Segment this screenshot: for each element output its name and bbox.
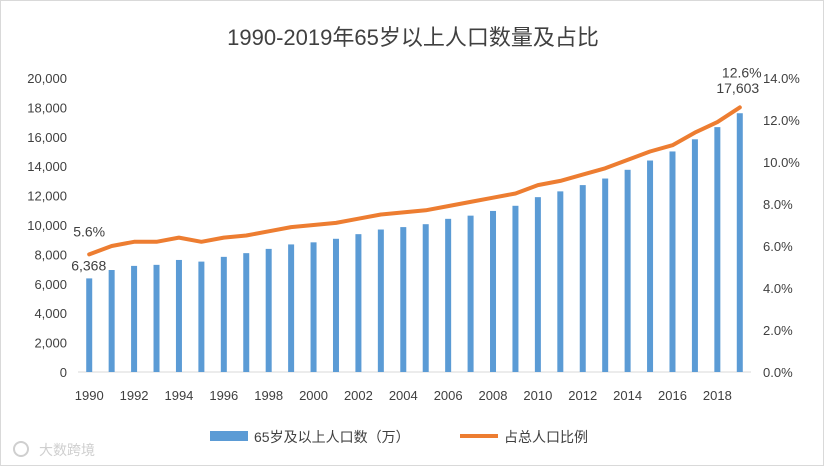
bar-2000 — [310, 242, 317, 372]
bar-2003 — [377, 229, 384, 372]
bar-1995 — [198, 261, 205, 372]
bar-2018 — [714, 127, 721, 372]
bar-2012 — [579, 185, 586, 372]
y-right-tick-label: 8.0% — [763, 197, 793, 212]
y-right-tick-label: 14.0% — [763, 71, 800, 86]
bar-2009 — [512, 205, 519, 372]
label-first-pct: 5.6% — [73, 223, 105, 239]
y-left-tick-label: 16,000 — [27, 130, 67, 145]
y-left-tick-label: 14,000 — [27, 159, 67, 174]
legend-group: 65岁及以上人口数（万） 占总人口比例 — [210, 429, 588, 445]
y-left-tick-label: 18,000 — [27, 100, 67, 115]
x-tick-label: 1990 — [75, 388, 104, 403]
x-tick-label: 2016 — [658, 388, 687, 403]
x-tick-label: 2012 — [568, 388, 597, 403]
y-right-tick-label: 6.0% — [763, 239, 793, 254]
x-tick-label: 1994 — [164, 388, 193, 403]
bar-2001 — [332, 238, 339, 372]
x-tick-label: 1996 — [209, 388, 238, 403]
x-tick-label: 2002 — [344, 388, 373, 403]
x-tick-label: 2014 — [613, 388, 642, 403]
y-right-tick-label: 12.0% — [763, 113, 800, 128]
watermark-text: 大数跨境 — [39, 442, 95, 458]
y-right-tick-label: 10.0% — [763, 155, 800, 170]
y-left-tick-label: 8,000 — [34, 247, 67, 262]
legend-bar-label: 65岁及以上人口数（万） — [254, 429, 410, 445]
chart-title: 1990-2019年65岁以上人口数量及占比 — [227, 25, 599, 50]
bars-group — [86, 113, 743, 372]
x-tick-label: 1992 — [120, 388, 149, 403]
bar-1994 — [175, 259, 182, 372]
x-tick-label: 1998 — [254, 388, 283, 403]
axes-group: 0 2,000 4,000 6,000 8,000 10,000 12,000 14,000 1… — [27, 71, 800, 403]
bar-2015 — [647, 160, 654, 372]
y-left-tick-label: 10,000 — [27, 218, 67, 233]
x-tick-label: 2000 — [299, 388, 328, 403]
y-left-tick-label: 6,000 — [34, 277, 67, 292]
bar-1990 — [86, 278, 93, 372]
bar-2013 — [602, 178, 609, 372]
x-tick-label: 2004 — [389, 388, 418, 403]
bar-2019 — [736, 113, 743, 372]
bar-2007 — [467, 215, 474, 372]
bar-1991 — [108, 270, 115, 372]
bar-2011 — [557, 191, 564, 372]
bar-2010 — [534, 197, 541, 372]
y-left-tick-label: 2,000 — [34, 336, 67, 351]
y-right-tick-label: 4.0% — [763, 281, 793, 296]
line-group — [87, 105, 742, 257]
bar-1997 — [243, 253, 250, 372]
bar-1996 — [220, 256, 227, 372]
legend-line-label: 占总人口比例 — [504, 429, 588, 445]
y-left-tick-label: 4,000 — [34, 306, 67, 321]
bar-1998 — [265, 248, 272, 372]
label-last-pct: 12.6% — [722, 64, 762, 80]
bar-1993 — [153, 264, 160, 372]
bar-2002 — [355, 234, 362, 372]
bar-2006 — [445, 218, 452, 372]
bar-1999 — [288, 244, 295, 372]
bar-2017 — [691, 139, 698, 372]
label-last-value: 17,603 — [716, 80, 759, 96]
legend-bar-swatch — [210, 431, 248, 441]
bar-2005 — [422, 224, 429, 372]
x-tick-label: 2018 — [703, 388, 732, 403]
y-left-tick-label: 20,000 — [27, 71, 67, 86]
y-right-tick-label: 0.0% — [763, 365, 793, 380]
label-first-value: 6,368 — [71, 257, 106, 273]
data-labels-group: 5.6% 6,368 12.6%17,603 — [71, 64, 761, 273]
x-tick-label: 2010 — [523, 388, 552, 403]
y-right-tick-label: 2.0% — [763, 323, 793, 338]
watermark-logo-icon — [13, 441, 29, 457]
x-tick-label: 2006 — [434, 388, 463, 403]
x-tick-label: 2008 — [479, 388, 508, 403]
watermark-group: 大数跨境 — [13, 441, 95, 458]
bar-1992 — [131, 265, 138, 372]
ratio-line — [87, 105, 742, 257]
bar-2008 — [490, 210, 497, 372]
bar-2014 — [624, 169, 631, 372]
y-left-tick-label: 0 — [60, 365, 67, 380]
bar-2016 — [669, 151, 676, 372]
bar-2004 — [400, 227, 407, 372]
y-left-tick-label: 12,000 — [27, 189, 67, 204]
